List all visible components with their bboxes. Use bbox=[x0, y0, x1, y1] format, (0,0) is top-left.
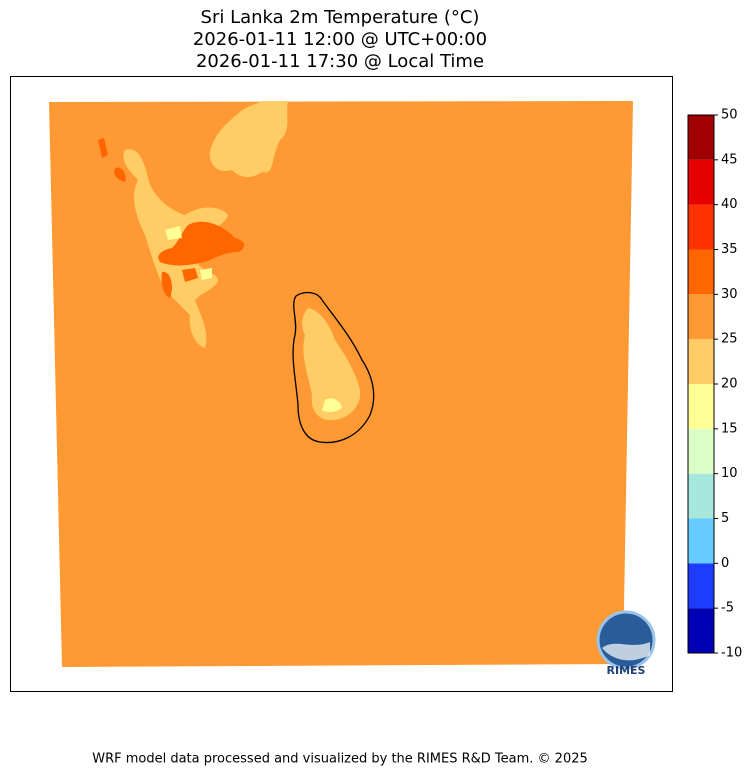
colorbar-segment bbox=[688, 339, 714, 384]
colorbar-segment bbox=[688, 563, 714, 609]
map bbox=[49, 101, 633, 667]
colorbar-tick-label: 30 bbox=[721, 287, 738, 302]
mild-area bbox=[165, 226, 212, 280]
colorbar-tick-label: -10 bbox=[721, 646, 742, 661]
colorbar-tick-label: 45 bbox=[721, 152, 738, 167]
colorbar-segment bbox=[688, 608, 714, 653]
logo-text: RIMES bbox=[607, 664, 646, 677]
colorbar-tick-label: 25 bbox=[721, 332, 738, 347]
logo: RIMES bbox=[596, 610, 656, 677]
colorbar: -10 -5 0 5 10 15 20 25 30 35 40 45 50 bbox=[687, 108, 742, 661]
colorbar-tick-label: -5 bbox=[721, 601, 734, 616]
colorbar-tick-label: 40 bbox=[721, 197, 738, 212]
colorbar-segment bbox=[688, 518, 714, 564]
colorbar-tick-label: 20 bbox=[721, 377, 738, 392]
title-line: Sri Lanka 2m Temperature (°C) bbox=[201, 7, 480, 28]
title-line: 2026-01-11 12:00 @ UTC+00:00 bbox=[193, 29, 487, 50]
colorbar-segment bbox=[688, 159, 714, 205]
colorbar-segment bbox=[688, 204, 714, 250]
colorbar-tick-label: 35 bbox=[721, 242, 738, 257]
colorbar-segment bbox=[688, 428, 714, 474]
colorbar-segment bbox=[688, 473, 714, 519]
footer: WRF model data processed and visualized … bbox=[92, 752, 588, 767]
colorbar-segment bbox=[688, 294, 714, 340]
warm-area bbox=[302, 308, 361, 421]
colorbar-tick-label: 10 bbox=[721, 466, 738, 481]
colorbar-segment bbox=[688, 249, 714, 295]
colorbar-segment bbox=[688, 384, 714, 429]
hot-area bbox=[158, 221, 245, 266]
colorbar-tick-label: 5 bbox=[721, 511, 729, 526]
colorbar-tick-label: 50 bbox=[721, 108, 738, 123]
warm-area bbox=[209, 101, 288, 178]
colorbar-segment bbox=[688, 115, 714, 160]
colorbar-tick-label: 15 bbox=[721, 421, 738, 436]
title-line: 2026-01-11 17:30 @ Local Time bbox=[196, 51, 484, 72]
hot-area bbox=[98, 138, 198, 298]
colorbar-tick-label: 0 bbox=[721, 556, 729, 571]
mild-area bbox=[322, 398, 342, 413]
